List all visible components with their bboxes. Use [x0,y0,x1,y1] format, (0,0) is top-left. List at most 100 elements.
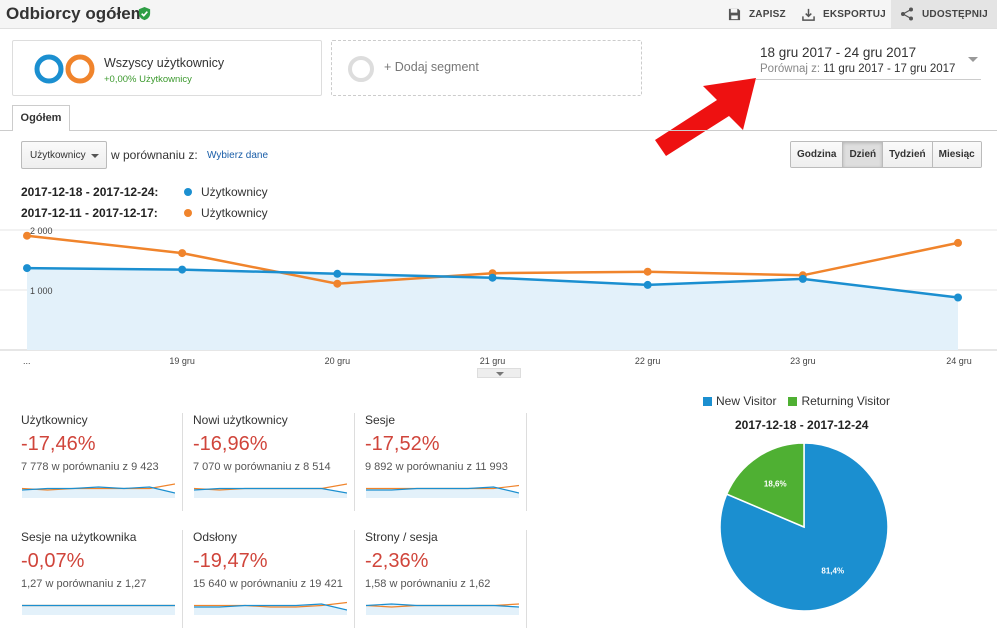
sparkline [366,603,519,615]
data-point[interactable] [643,280,652,289]
scorecard-title: Sesje [365,413,396,427]
granularity-day-button[interactable]: Dzień [843,142,884,167]
pie-slice-label: 18,6% [764,480,787,489]
scorecard[interactable]: Użytkownicy -17,46% 7 778 w porównaniu z 9… [21,413,183,511]
y-tick-label: 1 000 [30,286,53,296]
data-point[interactable] [798,274,807,283]
compare-with-label: w porównaniu z: [111,148,198,162]
legend-previous: 2017-12-11 - 2017-12-17: Użytkownicy [21,206,268,220]
page-title: Odbiorcy ogółem [6,4,146,23]
y-tick-label: 2 000 [30,226,53,236]
scorecard-compare: 7 070 w porównaniu z 8 514 [193,461,331,473]
data-point[interactable] [23,231,31,240]
segment-rings-icon [34,54,95,84]
data-point[interactable] [23,264,31,273]
series-area [27,268,958,350]
chevron-down-icon [91,154,99,158]
legend-range: 2017-12-11 - 2017-12-17: [21,206,158,220]
data-point[interactable] [333,279,342,288]
export-button[interactable]: EKSPORTUJ [802,0,886,28]
sparkline [366,484,519,498]
pie-legend-returning: Returning Visitor [801,394,890,408]
date-compare[interactable]: Porównaj z: 11 gru 2017 - 17 gru 2017 [760,63,955,75]
granularity-month-button[interactable]: Miesiąc [932,142,981,167]
pie-slice[interactable] [725,442,805,529]
share-button[interactable]: UDOSTĘPNIJ [891,0,997,28]
data-point[interactable] [178,249,187,258]
choose-data-link[interactable]: Wybierz dane [207,150,269,161]
data-point[interactable] [954,293,962,302]
compare-label: Porównaj z: [760,63,821,75]
pie-slice-label: 81,4% [821,566,844,575]
segment-change: +0,00% Użytkownicy [104,74,192,85]
sparkline [194,601,347,615]
chevron-down-icon[interactable] [968,57,978,62]
x-tick-label: 22 gru [635,356,661,366]
legend-name: Użytkownicy [201,206,268,220]
segment-all-users[interactable]: Wszyscy użytkownicy +0,00% Użytkownicy [12,40,322,96]
floppy-disk-icon [728,8,741,20]
add-segment-label: + Dodaj segment [384,60,479,74]
scorecard-title: Nowi użytkownicy [193,413,288,427]
data-point[interactable] [954,238,962,247]
chart-expand-handle[interactable] [477,368,521,378]
scorecard-value: -19,47% [193,550,268,572]
pie-title: 2017-12-18 - 2017-12-24 [735,418,869,432]
tab-overview[interactable]: Ogółem [12,105,70,131]
granularity-hour-button[interactable]: Godzina [791,142,844,167]
scorecard-compare: 7 778 w porównaniu z 9 423 [21,461,159,473]
compare-range: 11 gru 2017 - 17 gru 2017 [823,63,956,75]
granularity-week-button[interactable]: Tydzień [883,142,933,167]
scorecard[interactable]: Nowi użytkownicy -16,96% 7 070 w porównani… [193,413,355,511]
scorecard-compare: 1,27 w porównaniu z 1,27 [21,578,147,590]
date-range-picker[interactable]: 18 gru 2017 - 24 gru 2017 [760,45,917,60]
segment-title: Wszyscy użytkownicy [104,56,225,70]
save-label: ZAPISZ [749,8,786,20]
pie-legend: New Visitor Returning Visitor [703,394,890,408]
legend-square-icon [788,396,798,406]
legend-dot-icon [184,209,192,217]
scorecard[interactable]: Sesje na użytkownika -0,07% 1,27 w porówna… [21,530,183,628]
sparkline [22,604,175,615]
red-arrow-annotation [655,78,756,156]
scorecard-title: Strony / sesja [365,530,438,544]
scorecard[interactable]: Sesje -17,52% 9 892 w porównaniu z 11 993 [365,413,527,511]
sparkline-current [194,603,347,611]
data-point[interactable] [488,273,497,282]
scorecard-value: -17,46% [21,433,96,455]
scorecard[interactable]: Odsłony -19,47% 15 640 w porównaniu z 19 4… [193,530,355,628]
sparkline-previous [22,483,175,491]
scorecard[interactable]: Strony / sesja -2,36% 1,58 w porównaniu z … [365,530,527,628]
x-tick-label: 21 gru [480,356,506,366]
data-point[interactable] [178,265,187,274]
tab-divider [0,130,997,131]
pie-legend-new: New Visitor [716,394,777,408]
export-label: EKSPORTUJ [823,8,886,20]
granularity-toggle: Godzina Dzień Tydzień Miesiąc [790,141,982,168]
sparkline [22,483,175,498]
save-button[interactable]: ZAPISZ [728,0,786,28]
download-icon [802,8,815,21]
scorecard-title: Sesje na użytkownika [21,530,137,544]
scorecard-value: -17,52% [365,433,440,455]
legend-name: Użytkownicy [201,185,268,199]
share-icon [901,7,913,21]
legend-current: 2017-12-18 - 2017-12-24: Użytkownicy [21,185,268,199]
share-label: UDOSTĘPNIJ [922,8,988,20]
sparkline-area [194,488,347,498]
verified-shield-icon [138,6,151,21]
add-segment-button[interactable]: + Dodaj segment [331,40,642,96]
sparkline-previous [194,601,347,608]
sparkline-current [22,486,175,494]
report-header: Odbiorcy ogółem ZAPISZ EKSPORTUJ UDOSTĘP… [0,0,997,29]
data-point[interactable] [333,269,342,278]
date-underline [756,79,981,80]
visitor-type-pie-chart: 81,4% 18,6% [719,442,889,612]
x-tick-label: 24 gru [946,356,972,366]
scorecard-value: -0,07% [21,550,85,572]
metric-select-value: Użytkownicy [30,150,86,161]
data-point[interactable] [643,267,652,276]
metric-select[interactable]: Użytkownicy [21,141,107,169]
legend-square-icon [703,396,712,406]
scorecard-compare: 1,58 w porównaniu z 1,62 [365,578,491,590]
